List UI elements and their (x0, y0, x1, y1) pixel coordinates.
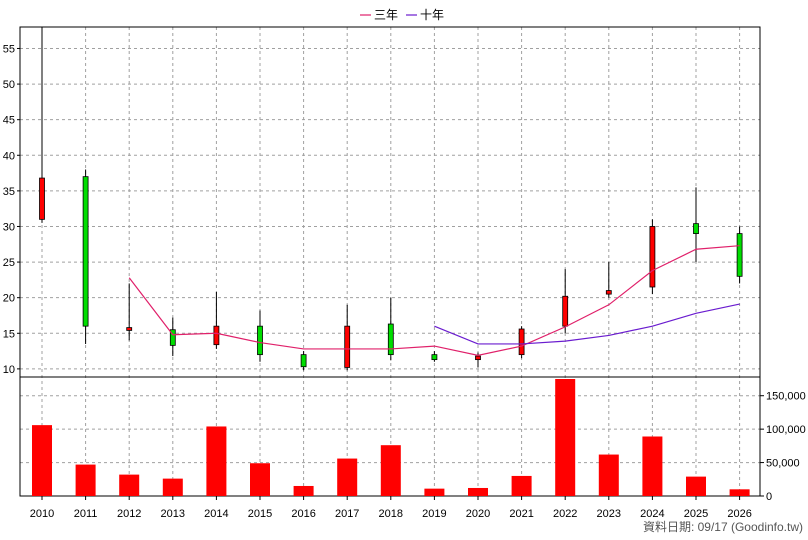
candle-body (82, 176, 89, 327)
volume-bar (468, 487, 488, 496)
average-lines (128, 245, 740, 356)
volume-bar (555, 379, 576, 496)
year-axis: 2010 2011 2012 2013 2014 2015 2016 2017 2018 2019… (30, 496, 752, 520)
year-tick-label: 2022 (553, 508, 577, 520)
plot-frame (19, 26, 761, 497)
volume-bar (511, 475, 532, 496)
volume-bar (642, 436, 663, 496)
candle-body (39, 177, 45, 220)
price-tick-label: 20 (3, 293, 15, 305)
candle-body (126, 327, 133, 331)
year-tick-label: 2026 (727, 508, 751, 520)
candle-body (562, 295, 569, 327)
price-tick-label: 40 (3, 150, 15, 162)
year-tick-label: 2019 (422, 508, 446, 520)
candle-body (649, 226, 656, 288)
candlesticks (39, 27, 743, 371)
volume-bar (424, 488, 445, 496)
year-tick-label: 2020 (466, 508, 490, 520)
candle-body (300, 354, 307, 368)
price-tick-label: 45 (3, 115, 15, 127)
volume-tick-label: 50,000 (766, 458, 800, 470)
volume-bar (206, 426, 227, 496)
year-tick-label: 2018 (379, 508, 403, 520)
volume-bar (250, 463, 270, 496)
price-tick-label: 10 (3, 364, 15, 376)
legend-label-10yr: 十年 (420, 8, 444, 22)
candle-body (213, 325, 220, 346)
year-tick-label: 2015 (248, 508, 272, 520)
volume-bar (119, 474, 140, 496)
volume-bars (32, 379, 750, 496)
year-tick-label: 2024 (640, 508, 664, 520)
volume-bar (293, 485, 314, 496)
price-tick-label: 50 (3, 79, 15, 91)
year-tick-label: 2016 (291, 508, 315, 520)
volume-bar (162, 478, 183, 496)
candle-body (605, 290, 612, 295)
legend-label-3yr: 三年 (374, 8, 398, 22)
volume-bar (75, 464, 96, 496)
legend: 三年 十年 (360, 8, 444, 22)
volume-bar (32, 425, 52, 496)
price-axis: 10 15 20 25 30 35 40 45 50 55 (3, 43, 20, 376)
year-tick-label: 2023 (597, 508, 621, 520)
price-tick-label: 15 (3, 328, 15, 340)
year-tick-label: 2014 (204, 508, 228, 520)
volume-tick-label: 150,000 (766, 391, 806, 403)
year-tick-label: 2011 (74, 508, 98, 520)
average-line-3yr (128, 245, 740, 356)
volume-bar (729, 489, 750, 496)
year-tick-label: 2012 (117, 508, 141, 520)
grid (19, 26, 761, 497)
candle-body (344, 325, 351, 368)
volume-bar (686, 476, 706, 496)
volume-axis: 0 50,000 100,000 150,000 (760, 391, 806, 503)
candle-body (693, 223, 699, 235)
candle-body (736, 233, 743, 277)
year-tick-label: 2017 (335, 508, 359, 520)
price-tick-label: 35 (3, 186, 15, 198)
volume-bar (380, 445, 401, 496)
year-tick-label: 2025 (684, 508, 708, 520)
year-tick-label: 2013 (161, 508, 185, 520)
price-tick-label: 30 (3, 221, 15, 233)
price-tick-label: 25 (3, 257, 15, 269)
price-tick-label: 55 (3, 43, 15, 55)
candle-body (257, 325, 263, 356)
candle-body (387, 323, 394, 356)
volume-bar (337, 458, 358, 496)
year-tick-label: 2021 (509, 508, 533, 520)
data-date-footer: 資料日期: 09/17 (Goodinfo.tw) (643, 520, 803, 534)
average-line-10yr (434, 303, 740, 345)
candle-body (431, 354, 438, 361)
volume-tick-label: 0 (766, 491, 772, 503)
volume-bar (598, 454, 619, 496)
candle-body (169, 329, 176, 346)
candle-body (518, 328, 525, 356)
candle-body (475, 355, 481, 361)
volume-tick-label: 100,000 (766, 424, 806, 436)
year-tick-label: 2010 (30, 508, 54, 520)
